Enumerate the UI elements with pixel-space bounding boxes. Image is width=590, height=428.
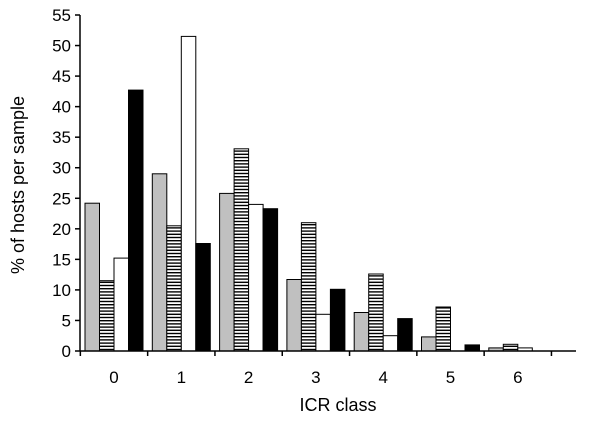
y-tick-label-20: 20: [52, 220, 71, 239]
bar-series2-class-2: [233, 148, 250, 352]
bar-series1-class-3: [286, 279, 302, 352]
y-tick-label-25: 25: [52, 189, 71, 208]
y-tick-label-45: 45: [52, 67, 71, 86]
x-tick-label-0: 0: [109, 368, 118, 387]
y-tick-label-40: 40: [52, 98, 71, 117]
bar-series4-class-5: [464, 344, 480, 352]
bar-series2-class-1: [166, 225, 182, 352]
bar-series2-class-0: [99, 280, 115, 352]
x-axis-title: ICR class: [299, 395, 376, 415]
x-tick-label-5: 5: [446, 368, 455, 387]
bar-series2-class-6: [502, 343, 519, 352]
bar-series4-class-4: [397, 318, 413, 352]
x-tick-label-6: 6: [513, 368, 522, 387]
bar-series4-class-0: [128, 89, 144, 352]
bar-series2-class-3: [300, 222, 317, 352]
x-tick-label-1: 1: [177, 368, 186, 387]
bar-series4-class-3: [329, 288, 346, 352]
bar-series3-class-3: [315, 313, 331, 352]
y-tick-label-35: 35: [52, 128, 71, 147]
bar-series3-class-4: [382, 335, 399, 352]
y-tick-label-30: 30: [52, 159, 71, 178]
bar-series1-class-0: [84, 202, 100, 352]
y-tick-label-10: 10: [52, 281, 71, 300]
bar-series2-class-5: [435, 306, 451, 352]
bars-layer: [84, 35, 533, 352]
bar-series2-class-4: [368, 273, 384, 352]
bar-series4-class-2: [262, 208, 279, 352]
y-axis-title: % of hosts per sample: [8, 96, 28, 274]
bar-series3-class-1: [180, 35, 197, 352]
bar-series1-class-1: [151, 173, 168, 352]
bar-series1-class-2: [219, 192, 235, 352]
y-tick-label-50: 50: [52, 37, 71, 56]
y-tick-label-0: 0: [62, 342, 71, 361]
bar-series3-class-0: [113, 257, 129, 352]
bar-series4-class-1: [195, 243, 211, 352]
x-tick-label-3: 3: [311, 368, 320, 387]
y-tick-label-55: 55: [52, 6, 71, 25]
x-tick-label-2: 2: [244, 368, 253, 387]
bar-series3-class-2: [248, 203, 264, 352]
bar-series1-class-5: [421, 336, 437, 352]
x-tick-label-4: 4: [378, 368, 387, 387]
bar-series1-class-4: [353, 312, 370, 352]
y-tick-label-15: 15: [52, 250, 71, 269]
y-tick-label-5: 5: [62, 311, 71, 330]
